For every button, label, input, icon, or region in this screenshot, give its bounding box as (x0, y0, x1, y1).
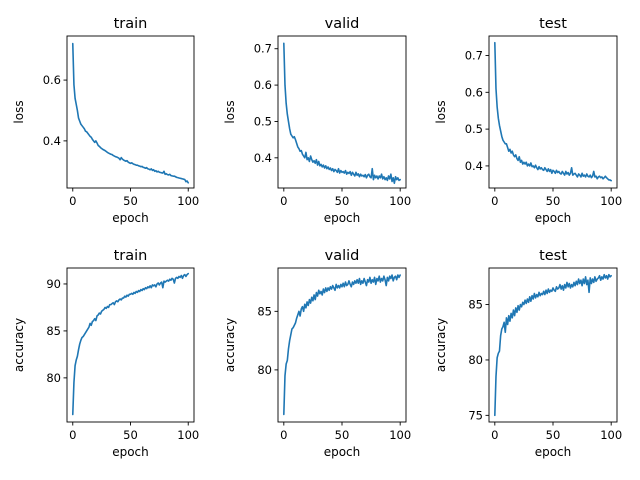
panel-2-y-axis-label: loss (223, 100, 237, 123)
panel-4-x-axis-label: epoch (112, 445, 149, 459)
panel-5-series-line-1 (283, 274, 401, 416)
panel-5-y-axis-label: accuracy (223, 318, 237, 372)
panel-3-x-tick-label: 0 (491, 194, 498, 208)
panel-2-x-tick-label: 100 (389, 194, 411, 208)
panel-6-title: test (539, 248, 567, 264)
panel-3-x-tick-label: 100 (600, 194, 622, 208)
panel-1-y-tick-label: 0.6 (43, 73, 61, 87)
panel-1-x-tick-label: 0 (69, 194, 76, 208)
panel-4-y-tick-label: 80 (46, 371, 61, 385)
panel-1-x-axis-label: epoch (112, 211, 149, 225)
panel-3-y-axis-label: loss (434, 100, 448, 123)
panel-5-y-tick-label: 80 (257, 363, 272, 377)
panel-4-series-line-1 (71, 272, 190, 416)
panel-5-title: valid (325, 248, 360, 264)
panel-2-x-axis-label: epoch (324, 211, 361, 225)
panel-3-x-axis-label: epoch (535, 211, 572, 225)
panel-3-y-tick-label: 0.5 (465, 122, 483, 136)
panel-1-y-axis-label: loss (12, 100, 26, 123)
panel-6-x-tick-label: 50 (546, 428, 561, 442)
panel-4-x-tick-label: 0 (69, 428, 76, 442)
panel-6-y-tick-label: 85 (468, 298, 483, 312)
panel-6-x-axis-label: epoch (535, 445, 572, 459)
panel-6-y-axis-label: accuracy (434, 318, 448, 372)
panel-2-y-tick-label: 0.6 (254, 78, 272, 92)
panel-5-y-tick-label: 85 (257, 304, 272, 318)
panel-3-series-line-1 (494, 41, 612, 182)
panel-6-y-tick-label: 80 (468, 353, 483, 367)
panel-6-series-line-1 (494, 273, 612, 417)
panel-5-x-tick-label: 0 (280, 428, 287, 442)
panel-5-axes-frame (277, 267, 407, 423)
panel-4-x-tick-label: 100 (177, 428, 199, 442)
panel-2-axes-frame (277, 35, 407, 189)
panel-6-axes-frame (488, 267, 618, 423)
panel-1-axes-frame (66, 35, 195, 189)
panel-2-x-tick-label: 0 (280, 194, 287, 208)
panel-5-x-tick-label: 100 (389, 428, 411, 442)
panel-5-x-tick-label: 50 (335, 428, 350, 442)
panel-4-title: train (114, 248, 148, 264)
panel-3-x-tick-label: 50 (546, 194, 561, 208)
panel-1-y-tick-label: 0.4 (43, 134, 61, 148)
panel-3-axes-frame (488, 35, 618, 189)
panel-2-y-tick-label: 0.7 (254, 42, 272, 56)
panel-3-title: test (539, 16, 567, 32)
panel-3-y-tick-label: 0.7 (465, 49, 483, 63)
panel-2-y-tick-label: 0.4 (254, 151, 272, 165)
panel-3-y-tick-label: 0.6 (465, 85, 483, 99)
panel-6-y-tick-label: 75 (468, 408, 483, 422)
panel-1-title: train (114, 16, 148, 32)
panel-6-x-tick-label: 100 (600, 428, 622, 442)
panel-4-y-tick-label: 85 (46, 324, 61, 338)
panel-1-x-tick-label: 50 (123, 194, 138, 208)
panel-4-x-tick-label: 50 (123, 428, 138, 442)
panel-1-x-tick-label: 100 (177, 194, 199, 208)
panel-4-y-axis-label: accuracy (12, 318, 26, 372)
panel-4-y-tick-label: 90 (46, 277, 61, 291)
panel-3-y-tick-label: 0.4 (465, 159, 483, 173)
panel-1-series-line-1 (71, 42, 190, 184)
panel-2-y-tick-label: 0.5 (254, 114, 272, 128)
panel-2-series-line-1 (283, 42, 401, 185)
panel-6-x-tick-label: 0 (491, 428, 498, 442)
panel-2-title: valid (325, 16, 360, 32)
panel-5-x-axis-label: epoch (324, 445, 361, 459)
panel-2-x-tick-label: 50 (335, 194, 350, 208)
panel-4-axes-frame (66, 267, 195, 423)
